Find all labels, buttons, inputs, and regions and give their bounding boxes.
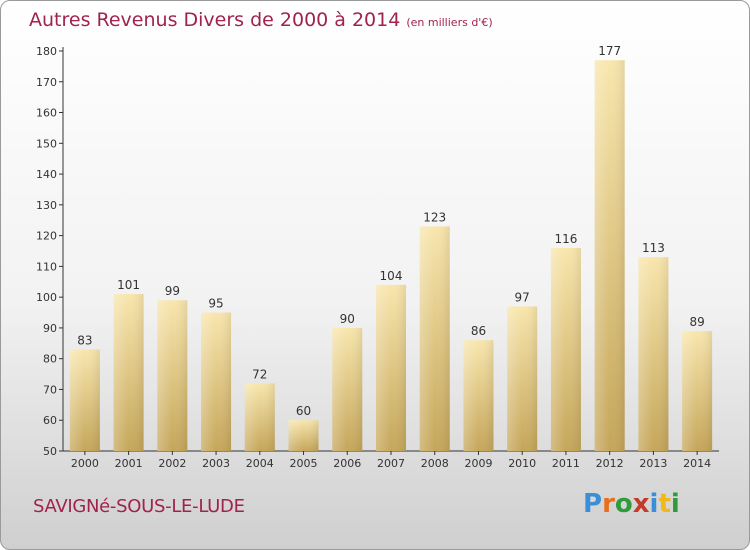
bar-shading [594,60,625,451]
logo-letter: i [670,489,680,519]
y-tick-label: 130 [36,199,57,212]
bar-value-label: 113 [642,241,665,255]
bar-shading [507,306,538,451]
bar-shading [638,257,669,451]
x-tick-label: 2012 [596,457,624,470]
bar-value-label: 95 [208,297,223,311]
y-tick-label: 140 [36,168,57,181]
bar-shading [376,284,406,451]
bar-value-label: 177 [598,44,621,58]
logo-letter: P [583,489,603,519]
x-tick-label: 2000 [71,457,99,470]
x-tick-label: 2005 [290,457,318,470]
bar-shading [550,247,581,451]
chart-title: Autres Revenus Divers de 2000 à 2014 (en … [29,9,493,31]
bar-value-label: 116 [554,232,577,246]
x-tick-label: 2004 [246,457,274,470]
bar-shading [113,294,144,451]
logo-letter: o [614,489,633,519]
bar-value-label: 90 [340,312,355,326]
x-tick-label: 2011 [552,457,580,470]
y-tick-label: 80 [43,353,57,366]
y-tick-label: 70 [43,383,57,396]
logo-letter: x [632,489,650,519]
y-tick-label: 50 [43,445,57,458]
bar-shading [157,300,188,451]
y-tick-label: 170 [36,76,57,89]
bar-value-label: 123 [423,210,446,224]
x-tick-label: 2006 [333,457,361,470]
bar-value-label: 104 [380,269,403,283]
bar-shading [201,312,232,451]
bar-value-label: 97 [515,290,530,304]
bar-shading [419,226,450,451]
bar-value-label: 60 [296,404,311,418]
bar-shading [682,331,713,451]
logo-letter: t [658,489,671,519]
bar-value-label: 86 [471,324,486,338]
bar-shading [463,340,494,451]
bar-value-label: 101 [117,278,140,292]
x-tick-label: 2008 [421,457,449,470]
logo-letter: i [649,489,659,519]
bar-value-label: 89 [689,315,704,329]
x-tick-label: 2014 [683,457,711,470]
x-tick-label: 2009 [464,457,492,470]
bar-shading [69,349,100,451]
commune-name: SAVIGNé-SOUS-LE-LUDE [33,496,245,517]
x-tick-label: 2013 [639,457,667,470]
bar-shading [244,383,275,451]
bar-value-label: 99 [165,284,180,298]
bar-value-label: 83 [77,333,92,347]
x-tick-label: 2003 [202,457,230,470]
title-text: Autres Revenus Divers de 2000 à 2014 [29,9,401,31]
bar-shading [288,420,319,451]
title-unit: (en milliers d'€) [406,16,493,29]
y-tick-label: 150 [36,137,57,150]
y-tick-label: 160 [36,107,57,120]
x-tick-label: 2001 [115,457,143,470]
y-tick-label: 180 [36,45,57,58]
y-tick-label: 60 [43,414,57,427]
bar-shading [332,327,363,451]
y-tick-label: 100 [36,291,57,304]
y-tick-label: 110 [36,260,57,273]
x-tick-label: 2002 [158,457,186,470]
x-tick-label: 2010 [508,457,536,470]
bar-value-label: 72 [252,367,267,381]
y-tick-label: 120 [36,230,57,243]
y-tick-label: 90 [43,322,57,335]
proxiti-logo: Proxiti [583,489,680,519]
logo-letter: r [602,489,615,519]
x-tick-label: 2007 [377,457,405,470]
